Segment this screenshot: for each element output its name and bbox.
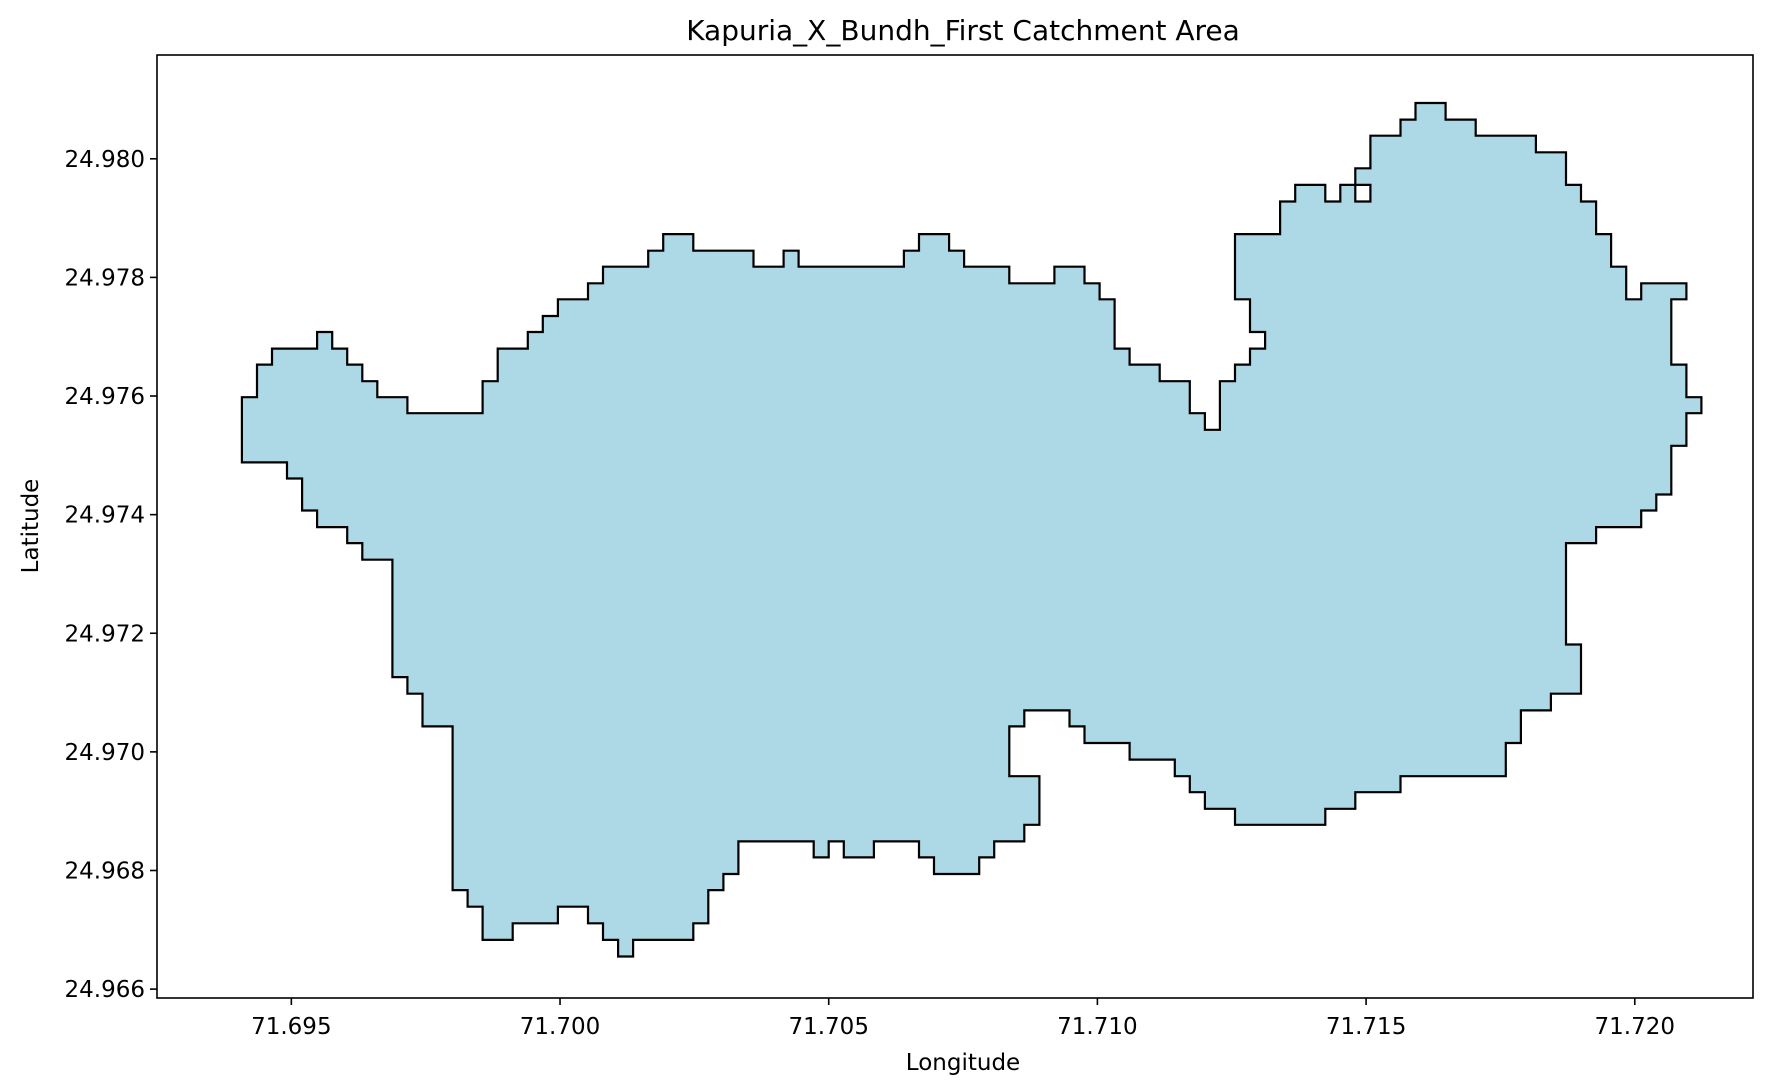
y-tick-label: 24.980 <box>65 147 145 173</box>
x-tick-label: 71.720 <box>1595 1014 1675 1040</box>
x-axis-label: Longitude <box>906 1050 1020 1076</box>
catchment-area-polygon <box>240 101 1703 958</box>
y-tick-label: 24.972 <box>65 621 145 647</box>
y-tick-label: 24.966 <box>65 977 145 1003</box>
y-axis-label: Latitude <box>18 479 44 574</box>
x-tick-label: 71.710 <box>1057 1014 1137 1040</box>
y-tick-label: 24.976 <box>65 384 145 410</box>
x-tick-label: 71.695 <box>251 1014 331 1040</box>
y-tick-label: 24.978 <box>65 265 145 291</box>
y-tick-label: 24.968 <box>65 858 145 884</box>
y-tick-label: 24.974 <box>65 503 145 529</box>
x-tick-label: 71.715 <box>1326 1014 1406 1040</box>
x-axis-ticks: 71.695 71.700 71.705 71.710 71.715 71.720 <box>251 998 1675 1040</box>
chart-title: Kapuria_X_Bundh_First Catchment Area <box>686 14 1240 47</box>
y-tick-label: 24.970 <box>65 740 145 766</box>
y-axis-ticks: 24.966 24.968 24.970 24.972 24.974 24.976 24.9… <box>65 147 157 1003</box>
x-tick-label: 71.705 <box>788 1014 868 1040</box>
x-tick-label: 71.700 <box>520 1014 600 1040</box>
plot-frame <box>156 54 1754 999</box>
